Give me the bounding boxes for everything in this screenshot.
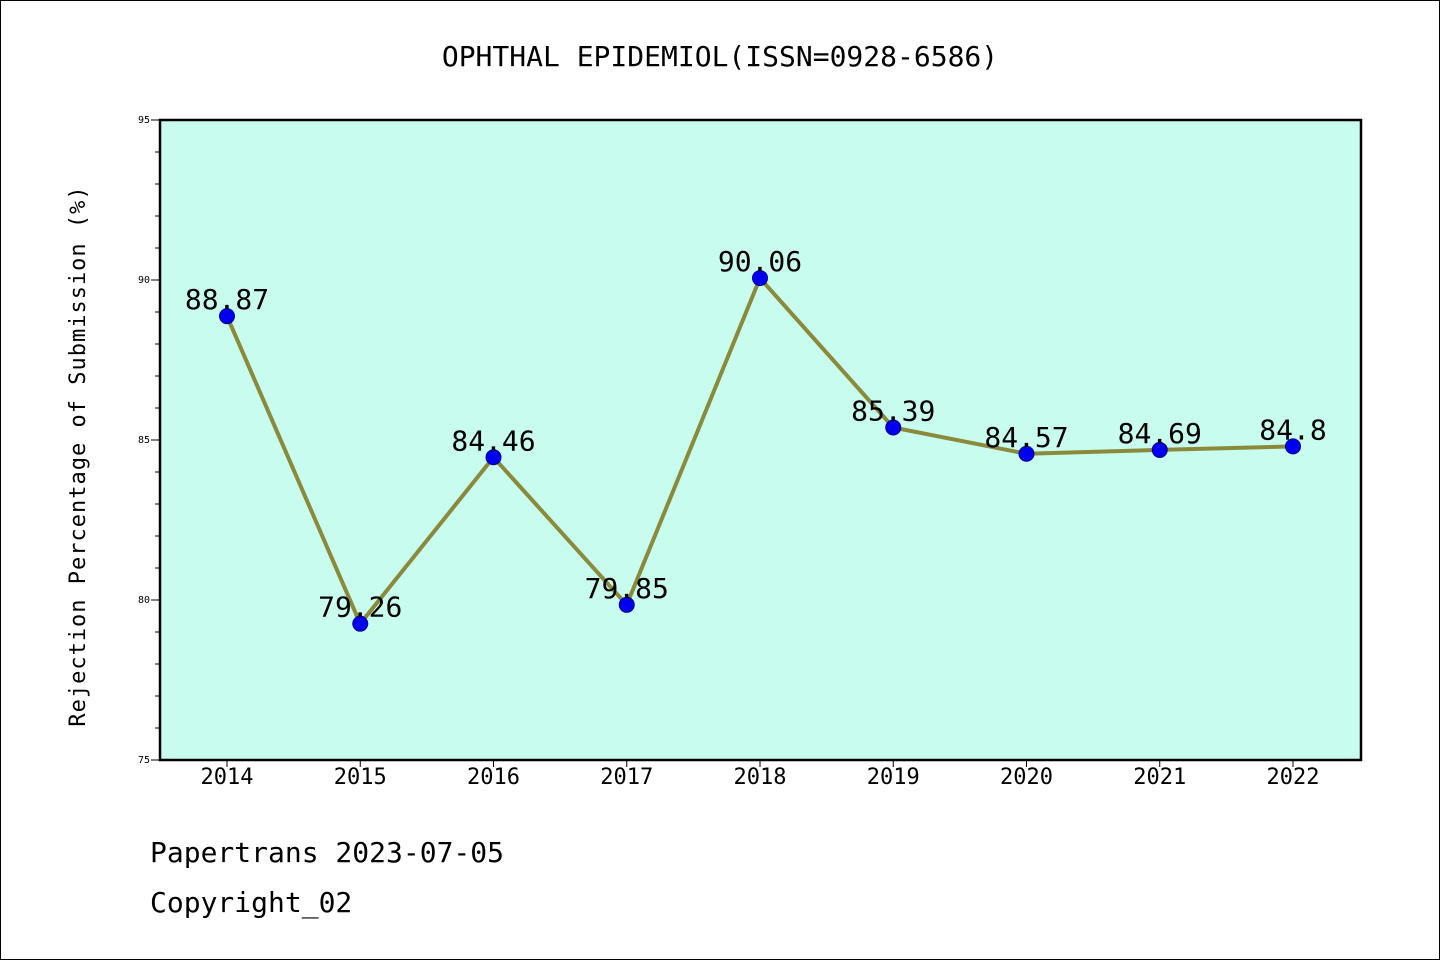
- x-tick-label: 2016: [467, 765, 520, 790]
- data-label: 84.46: [451, 424, 535, 457]
- data-point: [485, 449, 502, 466]
- x-tick-label: 2015: [334, 765, 387, 790]
- plot-area: [158, 118, 1363, 762]
- series-markers: [219, 270, 1301, 632]
- x-tick-label: 2017: [600, 765, 653, 790]
- data-label: 90.06: [718, 245, 802, 278]
- data-label: 79.85: [585, 572, 669, 605]
- data-labels: 88.87 79.26 84.46 79.85 90.06 85.39 84.57 84.69…: [185, 245, 1327, 624]
- data-label: 88.87: [185, 283, 269, 316]
- data-point: [618, 596, 635, 613]
- y-axis-label: Rejection Percentage of Submission (%): [66, 185, 91, 726]
- data-point: [885, 419, 902, 436]
- y-tick-label: 90: [138, 275, 150, 286]
- data-point: [352, 615, 369, 632]
- x-tick-label: 2014: [201, 765, 254, 790]
- data-label: 84.8: [1259, 413, 1326, 446]
- data-label: 84.57: [984, 421, 1068, 454]
- chart-title: OPHTHAL EPIDEMIOL(ISSN=0928-6586): [442, 40, 998, 73]
- y-axis: 75 80 85 90 95: [138, 115, 160, 766]
- data-point: [1151, 441, 1168, 458]
- x-tick-label: 2022: [1267, 765, 1320, 790]
- y-tick-label: 95: [138, 115, 150, 126]
- data-label: 79.26: [318, 591, 402, 624]
- data-label: 84.69: [1118, 417, 1202, 450]
- x-tick-label: 2020: [1000, 765, 1053, 790]
- x-tick-label: 2019: [867, 765, 920, 790]
- y-tick-label: 85: [138, 435, 150, 446]
- data-point: [1285, 438, 1301, 455]
- x-tick-label: 2018: [734, 765, 787, 790]
- data-point: [752, 270, 768, 287]
- x-axis: 2014 2015 2016 2017 2018 2019 2020 2021 2022: [201, 760, 1320, 790]
- y-tick-label: 80: [138, 595, 150, 606]
- y-tick-label: 75: [138, 755, 150, 766]
- data-point: [219, 308, 235, 325]
- data-label: 85.39: [851, 395, 935, 428]
- data-point: [1018, 445, 1035, 462]
- footer-copyright: Copyright_02: [150, 886, 353, 919]
- x-tick-label: 2021: [1133, 765, 1186, 790]
- footer-source: Papertrans 2023-07-05: [150, 836, 505, 869]
